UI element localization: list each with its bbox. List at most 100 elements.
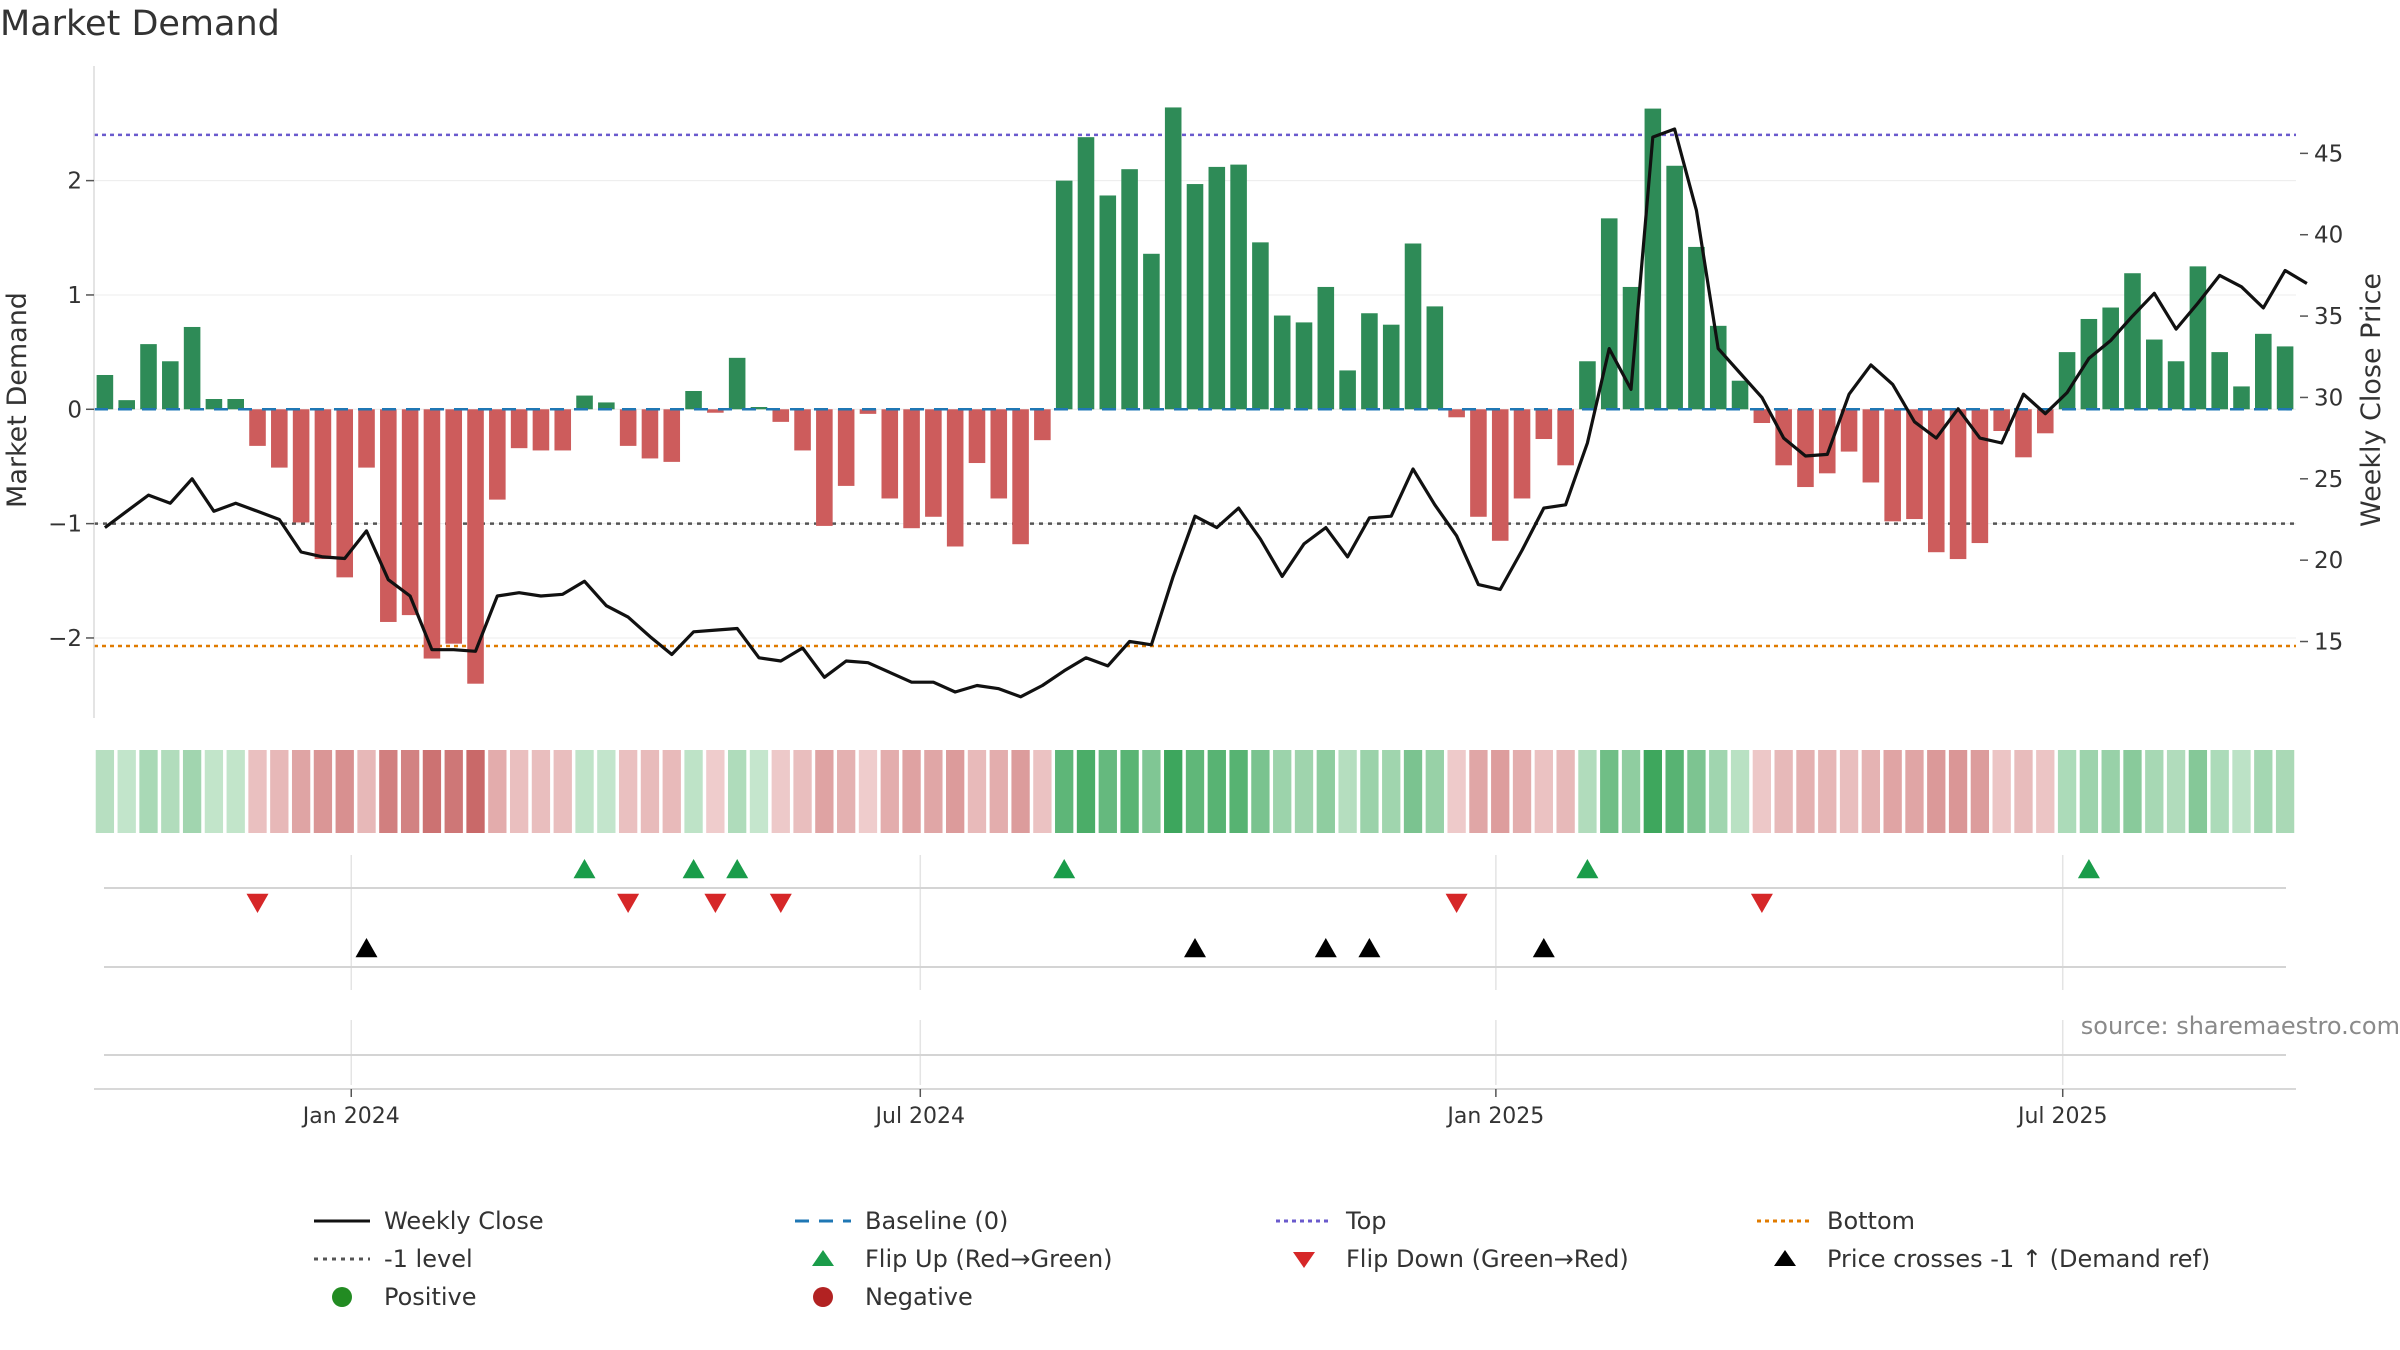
demand-bar-positive (2233, 386, 2250, 410)
strip-cell (1491, 750, 1510, 833)
demand-bar-negative (968, 409, 986, 464)
demand-bar-negative (532, 409, 550, 451)
demand-bar-negative (423, 409, 441, 659)
dashed-line-icon (793, 1205, 853, 1237)
strip-cell (1948, 750, 1968, 833)
strip-cell (1403, 750, 1423, 833)
legend-item-minus1: -1 level (312, 1243, 473, 1275)
demand-bar-positive (2102, 307, 2119, 410)
demand-bar-negative (990, 409, 1008, 499)
strip-cell (1578, 750, 1597, 833)
strip-cell (2232, 750, 2251, 833)
demand-bar-negative (1491, 409, 1509, 541)
demand-bar-negative (1535, 409, 1553, 440)
demand-bar-negative (663, 409, 681, 462)
demand-bar-negative (946, 409, 964, 547)
strip-cell (618, 750, 638, 833)
strip-cell (2014, 750, 2033, 833)
price-cross-marker (355, 938, 378, 958)
demand-bar-negative (1906, 409, 1923, 520)
demand-bar-positive (2211, 352, 2228, 410)
source-note: source: sharemaestro.com (2080, 1012, 2400, 1040)
strip-cell (161, 750, 180, 833)
strip-cell (1818, 750, 1837, 833)
demand-bar-positive (118, 400, 135, 410)
demand-bar-positive (1382, 324, 1400, 410)
flip-down-marker (246, 893, 269, 913)
strip-cell (1360, 750, 1379, 833)
demand-bar-positive (1709, 325, 1727, 410)
strip-cell (2036, 750, 2055, 833)
right-tick-label: 35 (2314, 304, 2343, 330)
strip-cell (1425, 750, 1444, 833)
strip-cell (1730, 750, 1750, 833)
legend-item-flip-up: Flip Up (Red→Green) (793, 1243, 1113, 1275)
strip-cell (444, 750, 463, 833)
strip-cell (509, 750, 529, 833)
demand-bar-positive (1186, 184, 1204, 410)
strip-cell (1076, 750, 1096, 833)
strip-cell (1861, 750, 1881, 833)
strip-cell (1927, 750, 1946, 833)
right-axis-label: Weekly Close Price (2356, 273, 2387, 527)
strip-cell (2079, 750, 2099, 833)
flip-up-marker (573, 859, 596, 879)
weekly-close-line (103, 127, 2308, 699)
demand-bar-negative (467, 409, 484, 684)
strip-cell (1665, 750, 1684, 833)
strip-cell (2123, 750, 2142, 833)
demand-bar-negative (1818, 409, 1836, 474)
right-tick-label: 40 (2314, 223, 2343, 249)
strip-cell (466, 750, 485, 833)
demand-bar-negative (772, 409, 790, 422)
demand-bar-negative (1993, 409, 2010, 432)
demand-bar-negative (881, 409, 899, 499)
strip-cell (575, 750, 594, 833)
demand-bar-positive (1121, 169, 1138, 410)
demand-bar-positive (2124, 273, 2141, 410)
dotted-line-icon (1755, 1205, 1815, 1237)
demand-bar-positive (750, 407, 768, 410)
dotted-line-icon (312, 1243, 372, 1275)
strip-cell (422, 750, 442, 833)
strip-cell (1709, 750, 1728, 833)
strip-cell (858, 750, 878, 833)
strip-cell (837, 750, 856, 833)
x-tick-label: Jan 2024 (301, 1104, 400, 1129)
right-tick-label: 45 (2314, 141, 2343, 167)
strip-cell (1643, 750, 1662, 833)
strip-cell (204, 750, 224, 833)
strip-cell (117, 750, 136, 833)
demand-bar-negative (1012, 409, 1029, 545)
demand-bar-negative (1840, 409, 1858, 452)
demand-bar-positive (1273, 315, 1291, 410)
demand-bar-positive (1666, 165, 1683, 410)
demand-bar-negative (489, 409, 506, 500)
legend-item-negative: Negative (793, 1281, 973, 1313)
demand-bar-negative (794, 409, 811, 451)
demand-bar-negative (1448, 409, 1465, 418)
strip-cell (1273, 750, 1292, 833)
demand-bar-negative (816, 409, 833, 526)
strip-cell (335, 750, 354, 833)
demand-bar-positive (1208, 166, 1226, 410)
demand-bar-positive (598, 402, 615, 410)
strip-cell (1142, 750, 1161, 833)
strip-cell (815, 750, 834, 833)
legend-item-weekly-close: Weekly Close (312, 1205, 544, 1237)
legend-item-flip-down: Flip Down (Green→Red) (1274, 1243, 1629, 1275)
strip-cell (2275, 750, 2295, 833)
demand-bar-positive (1317, 286, 1335, 410)
strip-cell (1970, 750, 1990, 833)
x-tick-label: Jul 2024 (874, 1104, 966, 1129)
price-cross-marker (1358, 938, 1381, 958)
triangle-up-icon (793, 1243, 853, 1275)
demand-bar-negative (358, 409, 375, 468)
demand-bar-negative (445, 409, 463, 644)
circle-icon (312, 1281, 372, 1313)
demand-bar-positive (685, 391, 702, 410)
strip-cell (291, 750, 311, 833)
demand-bar-negative (707, 409, 724, 413)
demand-bar-positive (1339, 370, 1356, 410)
strip-cell (1883, 750, 1902, 833)
